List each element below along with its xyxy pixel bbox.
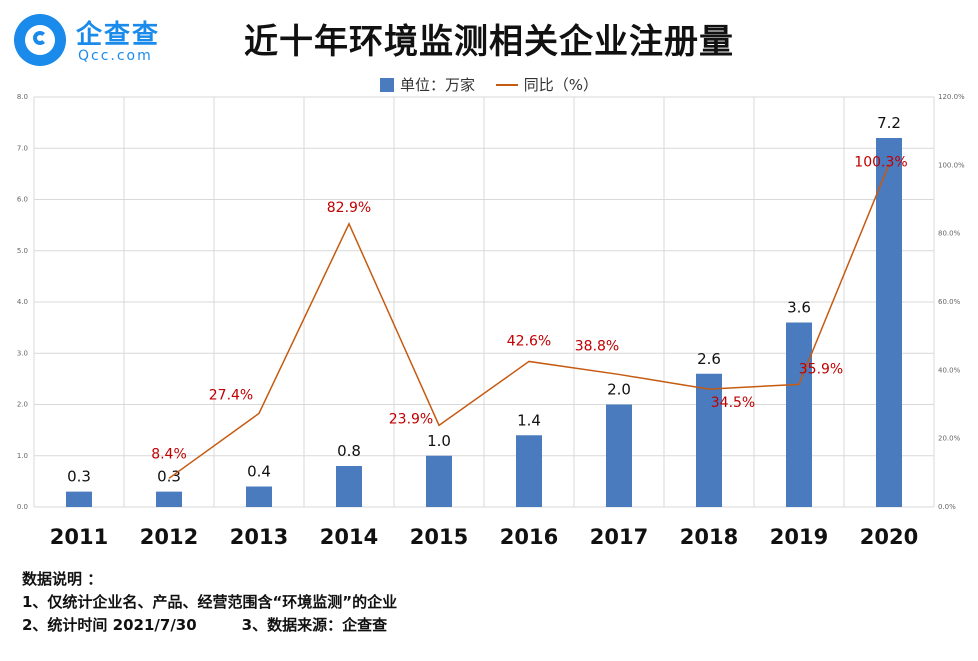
- legend-bar-label: 单位：万家: [399, 76, 475, 94]
- bar-value-label-2015: 1.0: [427, 432, 451, 450]
- chart-legend: 单位：万家 同比（%）: [0, 74, 978, 95]
- legend-line-label: 同比（%）: [523, 76, 599, 94]
- logo-name: 企查查: [76, 20, 161, 50]
- bar-2017: [606, 404, 632, 507]
- data-notes: 数据说明 ： 1、仅统计企业名、产品、经营范围含“环境监测”的企业 2、统计时间…: [22, 568, 397, 637]
- yoy-label-2017: 38.8%: [575, 338, 619, 354]
- bar-value-label-2020: 7.2: [877, 114, 901, 132]
- bar-value-label-2012: 0.3: [157, 468, 181, 486]
- bar-value-label-2016: 1.4: [517, 411, 541, 429]
- y-left-tick-label: 1.0: [17, 452, 28, 460]
- y-left-tick-label: 8.0: [17, 93, 28, 101]
- y-left-tick-label: 0.0: [17, 503, 28, 511]
- yoy-line: [168, 164, 890, 479]
- yoy-label-2020: 100.3%: [854, 154, 907, 170]
- bar-2011: [66, 491, 92, 507]
- bar-value-label-2019: 3.6: [787, 299, 811, 317]
- yoy-label-2015: 23.9%: [389, 411, 433, 427]
- x-tick-label-2017: 2017: [590, 525, 648, 549]
- yoy-label-2012: 8.4%: [151, 446, 187, 462]
- yoy-label-2016: 42.6%: [507, 333, 551, 349]
- y-left-tick-label: 7.0: [17, 144, 28, 152]
- x-tick-label-2012: 2012: [140, 525, 198, 549]
- x-tick-label-2013: 2013: [230, 525, 288, 549]
- bar-2014: [336, 466, 362, 507]
- chart-title: 近十年环境监测相关企业注册量: [244, 22, 734, 62]
- legend-line-swatch: [495, 84, 518, 86]
- notes-line-2: 2、统计时间 2021/7/30 3、数据来源：企查查: [22, 616, 388, 634]
- y-left-tick-label: 6.0: [17, 196, 28, 204]
- bar-2015: [426, 455, 452, 507]
- logo-domain: Qcc.com: [78, 48, 153, 64]
- legend-item-line: 同比（%）: [495, 74, 599, 95]
- bar-2019: [786, 322, 812, 507]
- y-right-tick-label: 120.0%: [938, 93, 965, 101]
- y-left-tick-label: 2.0: [17, 401, 28, 409]
- bar-value-label-2017: 2.0: [607, 381, 631, 399]
- y-right-tick-label: 20.0%: [938, 435, 961, 443]
- bar-value-label-2018: 2.6: [697, 350, 721, 368]
- bar-value-label-2011: 0.3: [67, 468, 91, 486]
- x-tick-label-2011: 2011: [50, 525, 108, 549]
- yoy-label-2018: 34.5%: [711, 395, 755, 411]
- y-left-tick-label: 4.0: [17, 298, 28, 306]
- x-tick-label-2014: 2014: [320, 525, 378, 549]
- bar-2018: [696, 373, 722, 507]
- y-right-tick-label: 100.0%: [938, 161, 965, 169]
- yoy-label-2014: 82.9%: [327, 200, 371, 216]
- yoy-label-2019: 35.9%: [799, 361, 843, 377]
- y-right-tick-label: 40.0%: [938, 366, 961, 374]
- bar-2013: [246, 486, 272, 507]
- legend-item-bar: 单位：万家: [379, 74, 475, 95]
- bar-2016: [516, 435, 542, 507]
- x-tick-label-2015: 2015: [410, 525, 468, 549]
- y-right-tick-label: 60.0%: [938, 298, 961, 306]
- x-tick-label-2018: 2018: [680, 525, 738, 549]
- bar-value-label-2013: 0.4: [247, 463, 271, 481]
- y-left-tick-label: 3.0: [17, 349, 28, 357]
- y-right-tick-label: 80.0%: [938, 230, 961, 238]
- notes-line-1: 1、仅统计企业名、产品、经营范围含“环境监测”的企业: [22, 593, 398, 611]
- qcc-logo: 企查查 Qcc.com: [14, 12, 174, 68]
- qcc-logo-c-icon: [33, 31, 47, 45]
- y-left-tick-label: 5.0: [17, 247, 28, 255]
- legend-bar-swatch: [379, 78, 394, 92]
- bar-2020: [876, 138, 902, 507]
- notes-heading: 数据说明 ：: [22, 570, 103, 588]
- x-tick-label-2020: 2020: [860, 525, 918, 549]
- bar-value-label-2014: 0.8: [337, 442, 361, 460]
- y-right-tick-label: 0.0%: [938, 503, 956, 511]
- x-tick-label-2019: 2019: [770, 525, 828, 549]
- yoy-label-2013: 27.4%: [209, 387, 253, 403]
- bar-2012: [156, 491, 182, 507]
- x-tick-label-2016: 2016: [500, 525, 558, 549]
